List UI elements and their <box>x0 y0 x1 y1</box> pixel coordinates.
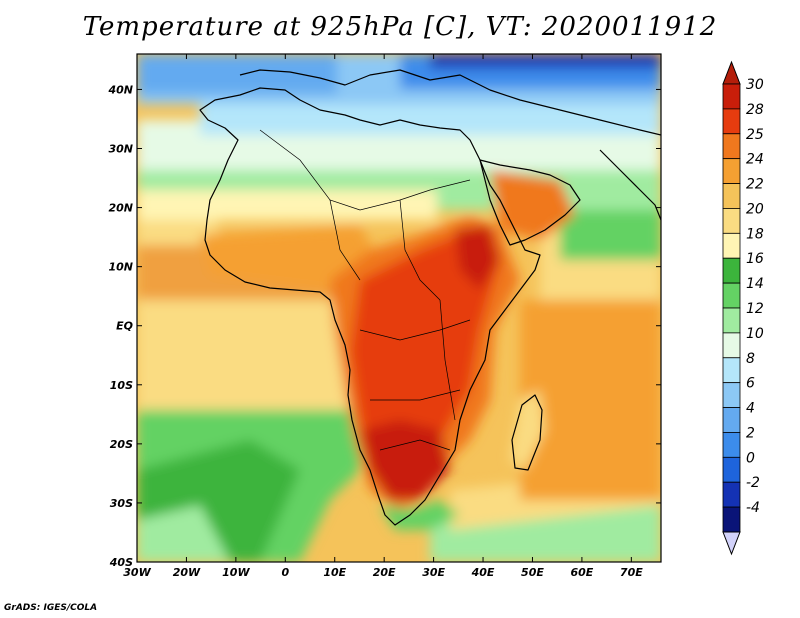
lon-tick-label: 50E <box>521 566 544 579</box>
colorbar-label: 16 <box>746 251 764 267</box>
lon-tick-label: 60E <box>570 566 593 579</box>
colorbar-label: 24 <box>746 152 764 168</box>
lat-tick-label: 40S <box>109 556 133 569</box>
lat-tick-label: 40N <box>107 83 133 96</box>
lat-tick-label: 20S <box>110 438 133 451</box>
lat-tick-label: 30S <box>110 497 133 510</box>
colorbar-swatch <box>722 257 741 284</box>
colorbar-swatch <box>722 133 741 160</box>
lat-tick-label: 20N <box>108 202 133 215</box>
lon-tick-label: 20W <box>173 566 201 579</box>
colorbar-label: 8 <box>746 351 755 367</box>
coastlines <box>199 69 661 526</box>
colorbar-label: 18 <box>746 226 764 242</box>
colorbar-swatch <box>722 432 741 458</box>
lat-tick-label: 30N <box>108 143 133 156</box>
lat-tick-label: EQ <box>116 320 133 333</box>
lon-tick-label: 0 <box>281 566 289 579</box>
lon-tick-label: 30E <box>422 566 445 579</box>
country-borders <box>259 129 471 451</box>
colorbar-bottom-cap <box>722 531 741 556</box>
colorbar-label: 28 <box>746 102 764 118</box>
credit-text: GrADS: IGES/COLA <box>4 603 98 613</box>
colorbar-label: 25 <box>746 127 764 143</box>
colorbar-label: 20 <box>746 201 764 217</box>
colorbar-label: 6 <box>746 376 755 392</box>
colorbar-swatch <box>722 83 741 110</box>
colorbar-label: 2 <box>746 425 755 441</box>
lat-tick-label: 10N <box>108 261 133 274</box>
lon-tick-label: 20E <box>373 566 396 579</box>
plot-frame <box>136 53 662 563</box>
colorbar-swatch <box>722 332 741 359</box>
colorbar-swatch <box>722 108 741 135</box>
colorbar-swatch <box>722 481 741 508</box>
colorbar-swatch <box>722 282 741 309</box>
colorbar-label: 14 <box>746 276 764 292</box>
colorbar-swatch <box>722 382 741 408</box>
colorbar-label: 12 <box>746 301 764 317</box>
lat-tick-label: 10S <box>110 379 133 392</box>
colorbar-top-cap <box>722 60 741 85</box>
axis-ticks: 30W 20W 10W 0 10E 20E 30E 40E 50E 60E 70E 40S 30S 20S… <box>107 54 661 579</box>
lon-tick-label: 40E <box>471 566 495 579</box>
colorbar-label: -4 <box>746 500 760 516</box>
colorbar-swatch <box>722 232 741 259</box>
colorbar-swatch <box>722 456 741 483</box>
colorbar-swatch <box>722 307 741 334</box>
colorbar-label: 4 <box>746 401 755 417</box>
colorbar-swatch <box>722 208 741 234</box>
colorbar-label: -2 <box>746 475 760 491</box>
colorbar-swatch <box>722 183 741 209</box>
temperature-field <box>137 54 661 562</box>
colorbar-swatch <box>722 357 741 384</box>
map-title: Temperature at 925hPa [C], VT: 202001191… <box>82 12 718 42</box>
colorbar-swatch <box>722 158 741 184</box>
colorbar-swatch <box>722 506 741 533</box>
lon-tick-label: 10W <box>222 566 250 579</box>
colorbar-swatch <box>722 407 741 433</box>
colorbar-label: 10 <box>746 326 764 342</box>
colorbar-label: 30 <box>746 77 764 93</box>
lon-tick-label: 30W <box>123 566 151 579</box>
colorbar-label: 0 <box>746 450 755 466</box>
lon-tick-label: 70E <box>620 566 643 579</box>
colorbar-label: 22 <box>746 177 764 193</box>
lon-tick-label: 10E <box>323 566 346 579</box>
